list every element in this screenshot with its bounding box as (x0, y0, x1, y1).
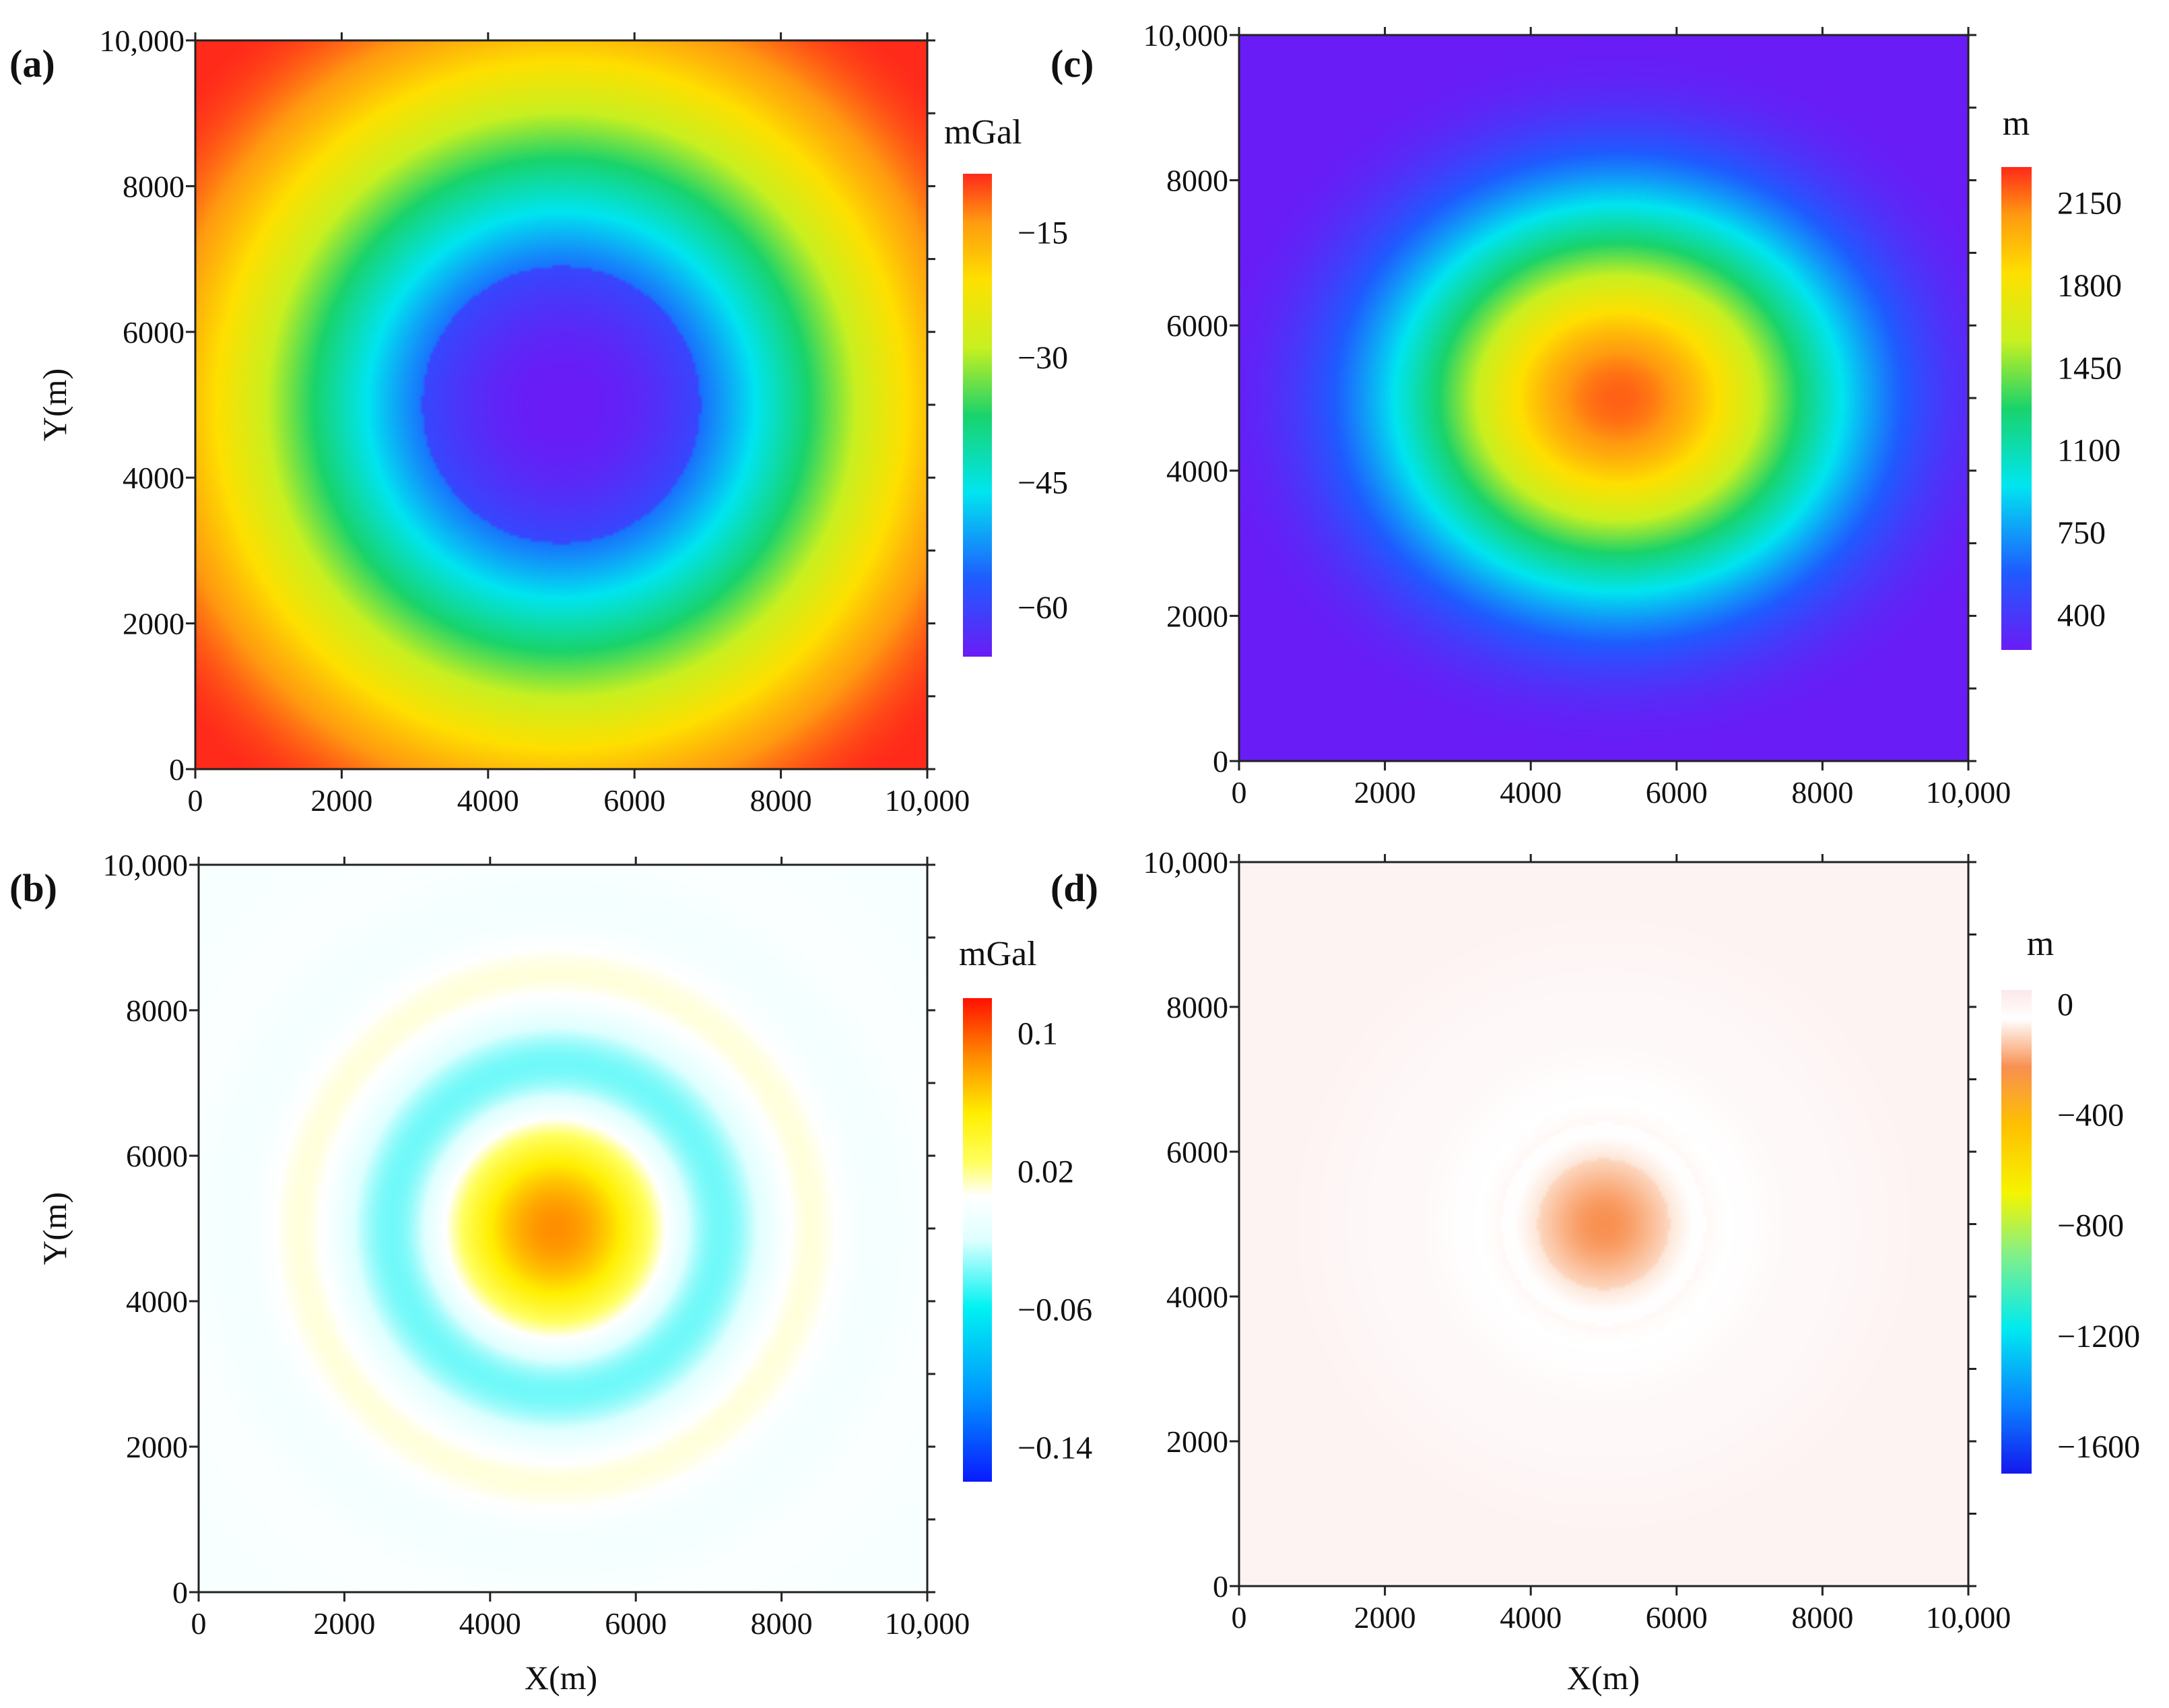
x-tick-label: 6000 (603, 783, 665, 818)
colorbar (2001, 990, 2032, 1474)
x-tick-label: 10,000 (885, 783, 970, 818)
colorbar-unit: mGal (959, 935, 1037, 973)
y-tick-label: 6000 (123, 315, 185, 350)
y-tick-label: 2000 (1166, 599, 1228, 633)
x-tick-label: 0 (188, 783, 203, 818)
colorbar-tick-label: 0.02 (1017, 1154, 1074, 1189)
x-tick-label: 6000 (1646, 775, 1708, 810)
colorbar-tick-label: −60 (1017, 590, 1068, 626)
x-tick-label: 6000 (1646, 1600, 1708, 1635)
colorbar-tick-label: −15 (1017, 216, 1068, 251)
x-tick-label: 0 (191, 1606, 207, 1641)
heatmap-image (195, 40, 927, 769)
x-tick-label: 4000 (459, 1606, 521, 1641)
colorbar-tick-label: 750 (2057, 515, 2106, 551)
x-tick-label: 10,000 (1926, 1600, 2011, 1635)
x-tick-label: 8000 (751, 1606, 813, 1641)
x-tick-label: 6000 (605, 1606, 667, 1641)
panel-c: (c) 0 2000 4000 6000 8000 10,000 0 2000 4000 6000… (1050, 18, 2122, 810)
x-tick-label: 2000 (310, 783, 372, 818)
y-tick-label: 0 (1213, 744, 1228, 779)
colorbar-tick-label: 400 (2057, 598, 2106, 634)
panel-label: (c) (1050, 42, 1094, 86)
y-tick-label: 2000 (123, 607, 185, 641)
x-axis-label: X(m) (1567, 1659, 1640, 1697)
x-tick-label: 2000 (1354, 1600, 1416, 1635)
heatmap-image (199, 865, 927, 1592)
colorbar-unit: m (2027, 925, 2054, 963)
y-tick-label: 0 (172, 1575, 188, 1610)
colorbar-tick-label: −800 (2057, 1208, 2124, 1244)
panel-label: (a) (9, 42, 55, 86)
y-axis-label: Y(m) (36, 1192, 73, 1265)
panel-b: (b) 0 2000 4000 6000 8000 10,000 0 2000 4000 6000… (9, 848, 1092, 1697)
heatmap-image (1239, 862, 1968, 1586)
y-tick-label: 4000 (126, 1284, 188, 1319)
y-tick-label: 0 (1213, 1569, 1228, 1604)
heatmap-image (1239, 35, 1968, 761)
y-tick-label: 4000 (1166, 454, 1228, 488)
y-tick-label: 8000 (1166, 164, 1228, 198)
x-tick-label: 2000 (1354, 775, 1416, 810)
x-tick-label: 10,000 (1926, 775, 2011, 810)
y-tick-label: 8000 (126, 993, 188, 1028)
colorbar-tick-label: −0.06 (1017, 1292, 1092, 1328)
x-tick-label: 10,000 (885, 1606, 970, 1641)
colorbar-tick-label: 1450 (2057, 350, 2122, 386)
y-tick-label: 4000 (1166, 1280, 1228, 1314)
y-tick-label: 4000 (123, 461, 185, 495)
colorbar-tick-label: −45 (1017, 465, 1068, 500)
x-tick-label: 2000 (313, 1606, 375, 1641)
y-tick-label: 10,000 (100, 24, 185, 58)
colorbar-tick-label: 1800 (2057, 268, 2122, 304)
colorbar (963, 998, 992, 1482)
colorbar-tick-label: −400 (2057, 1098, 2124, 1134)
y-axis-label: Y(m) (36, 368, 73, 441)
x-tick-label: 0 (1232, 775, 1247, 810)
colorbar-unit: mGal (944, 113, 1022, 152)
panel-d: (d) 0 2000 4000 6000 8000 10,000 0 2000 4000 6000… (1050, 845, 2140, 1697)
x-tick-label: 4000 (1500, 1600, 1562, 1635)
y-tick-label: 6000 (1166, 308, 1228, 343)
colorbar-tick-label: 1100 (2057, 433, 2121, 469)
y-tick-label: 2000 (126, 1430, 188, 1464)
y-tick-label: 8000 (123, 169, 185, 203)
y-tick-label: 2000 (1166, 1424, 1228, 1459)
panel-label: (b) (9, 866, 57, 910)
colorbar (963, 174, 992, 657)
x-axis-label: X(m) (525, 1659, 597, 1697)
y-tick-label: 10,000 (103, 848, 189, 882)
colorbar-tick-label: −1200 (2057, 1319, 2140, 1354)
x-tick-label: 8000 (750, 783, 812, 818)
x-tick-label: 8000 (1791, 1600, 1853, 1635)
y-tick-label: 6000 (1166, 1135, 1228, 1169)
colorbar-tick-label: 0.1 (1017, 1016, 1058, 1051)
y-tick-label: 10,000 (1143, 18, 1229, 53)
colorbar-tick-label: −1600 (2057, 1429, 2140, 1465)
y-tick-label: 10,000 (1143, 845, 1229, 880)
x-tick-label: 4000 (457, 783, 519, 818)
x-tick-label: 8000 (1791, 775, 1853, 810)
panel-a: (a) 0 2000 4000 6000 8000 10,000 0 2000 4000 6000… (9, 24, 1068, 818)
colorbar-tick-label: 2150 (2057, 185, 2122, 221)
colorbar-tick-label: −0.14 (1017, 1431, 1092, 1466)
y-tick-label: 8000 (1166, 990, 1228, 1024)
colorbar-unit: m (2003, 104, 2030, 143)
x-tick-label: 0 (1232, 1600, 1247, 1635)
panel-label: (d) (1050, 866, 1098, 910)
colorbar-tick-label: −30 (1017, 340, 1068, 376)
colorbar-tick-label: 0 (2057, 987, 2073, 1023)
x-tick-label: 4000 (1500, 775, 1562, 810)
y-tick-label: 0 (169, 752, 185, 787)
colorbar (2001, 167, 2032, 650)
y-tick-label: 6000 (126, 1139, 188, 1173)
